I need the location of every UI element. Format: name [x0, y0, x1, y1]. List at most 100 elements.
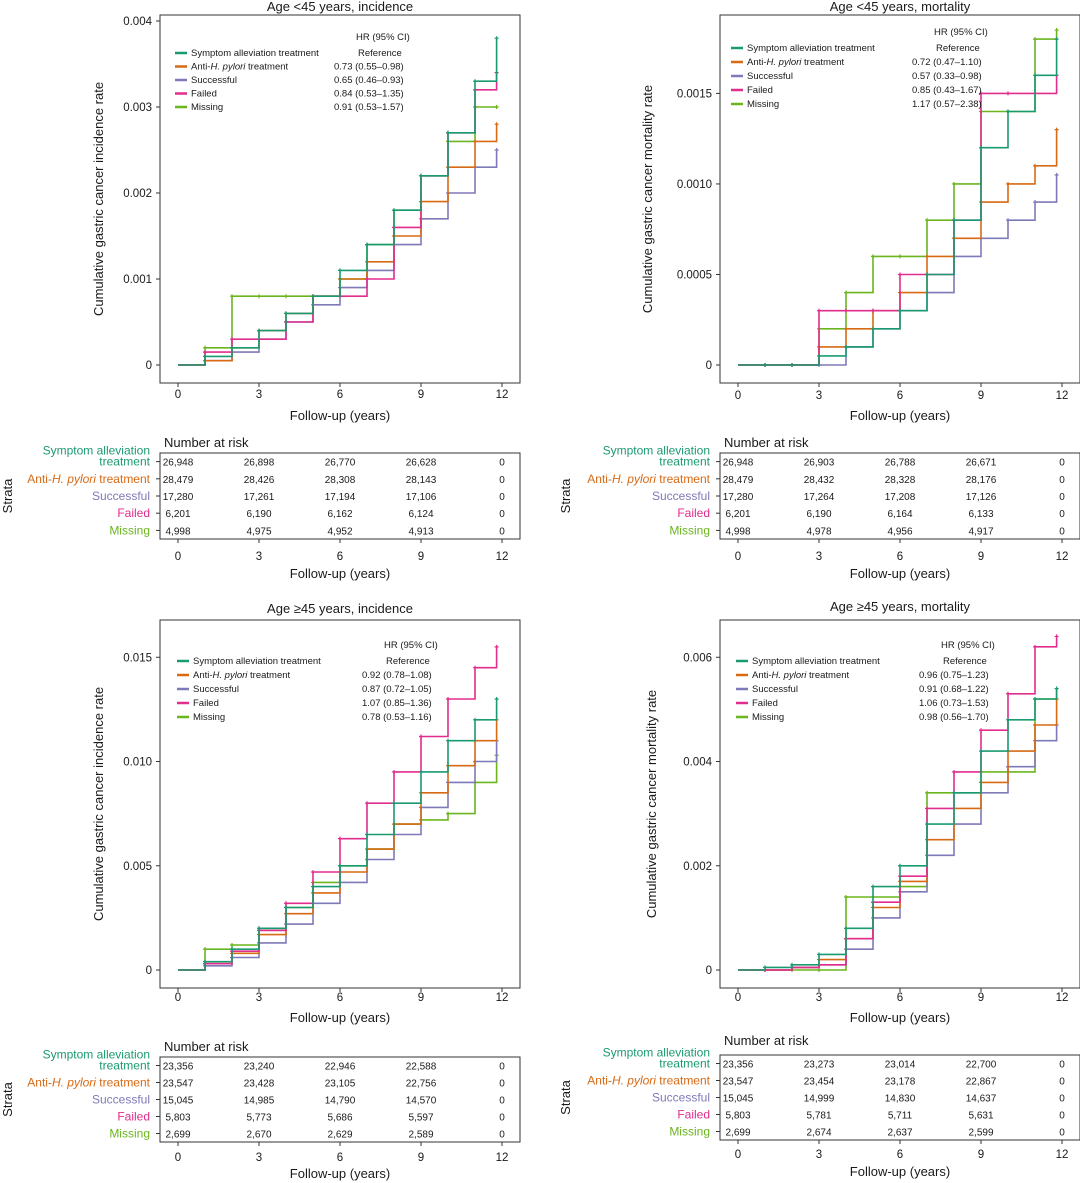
risk-cell: 0: [1059, 458, 1065, 469]
risk-cell: 0: [1059, 1077, 1065, 1088]
censor-mark: [257, 294, 261, 299]
risk-cell: 4,956: [887, 526, 912, 537]
censor-mark: [1006, 109, 1010, 114]
risk-cell: 0: [1059, 1128, 1065, 1139]
y-tick-label: 0.0010: [677, 179, 712, 191]
y-tick-label: 0.002: [683, 861, 712, 873]
risk-x-tick-label: 3: [816, 551, 822, 563]
risk-cell: 14,985: [244, 1096, 275, 1107]
risk-row-label-anti-h-pylori-treatment: Anti-H. pylori treatment: [27, 472, 150, 486]
censor-mark: [203, 959, 207, 964]
risk-cell: 17,280: [723, 492, 754, 503]
series-line-symptom-alleviation-treatment: [178, 38, 498, 366]
risk-cell: 5,597: [408, 1113, 433, 1124]
x-tick-label: 6: [337, 992, 343, 1004]
risk-x-axis-label: Follow-up (years): [290, 566, 390, 581]
chart-panel-3: Age ≥45 years, incidence 0 0.005 0.010 0.015…: [0, 601, 521, 1181]
y-tick-label: 0.004: [123, 16, 152, 28]
y-axis-label: Cumulative gastric cancer incidence rate: [91, 687, 106, 921]
risk-cell: 22,946: [325, 1062, 356, 1073]
risk-cell: 0: [499, 526, 505, 537]
risk-cell: 2,637: [887, 1128, 912, 1139]
risk-cell: 0: [499, 1130, 505, 1141]
risk-strata-label: Strata: [558, 478, 573, 513]
censor-mark: [284, 901, 288, 906]
risk-cell: 4,913: [408, 526, 433, 537]
legend-hr-successful: 0.57 (0.33–0.98): [912, 71, 982, 82]
risk-cell: 4,978: [806, 526, 831, 537]
risk-cell: 0: [499, 1096, 505, 1107]
risk-row-label-anti-h-pylori-treatment: Anti-H. pylori treatment: [587, 472, 710, 486]
censor-mark: [419, 734, 423, 739]
censor-mark: [494, 36, 499, 41]
risk-x-tick-label: 12: [1056, 1149, 1069, 1161]
y-tick-label: 0.001: [123, 274, 152, 286]
y-tick-label: 0.005: [123, 861, 152, 873]
censor-mark: [392, 801, 396, 806]
risk-cell: 15,045: [163, 1096, 194, 1107]
legend-hr-anti-h-pylori-treatment: 0.72 (0.47–1.10): [912, 57, 982, 68]
risk-x-axis-label: Follow-up (years): [850, 566, 950, 581]
risk-cell: 22,588: [406, 1062, 437, 1073]
censor-mark: [898, 308, 902, 313]
risk-cell: 5,631: [968, 1111, 993, 1122]
risk-cell: 0: [499, 1062, 505, 1073]
legend-hr-symptom-alleviation-treatment: Reference: [943, 656, 987, 667]
risk-cell: 4,975: [246, 526, 271, 537]
risk-strata-label: Strata: [0, 478, 15, 513]
x-tick-label: 0: [175, 992, 181, 1004]
legend-hr-symptom-alleviation-treatment: Reference: [358, 48, 402, 59]
risk-cell: 0: [499, 1113, 505, 1124]
legend-hr-failed: 0.84 (0.53–1.35): [334, 89, 404, 100]
series-line-successful: [178, 150, 498, 366]
risk-cell: 17,126: [966, 492, 997, 503]
risk-cell: 23,454: [804, 1077, 835, 1088]
risk-row-label-anti-h-pylori-treatment: Anti-H. pylori treatment: [587, 1074, 710, 1088]
legend-label-failed: Failed: [752, 698, 778, 709]
censor-mark: [419, 769, 423, 774]
censor-mark: [365, 801, 369, 806]
censor-mark: [311, 884, 315, 889]
censor-mark: [1006, 717, 1010, 722]
risk-cell: 6,190: [246, 509, 271, 520]
risk-cell: 23,240: [244, 1062, 275, 1073]
censor-mark: [1054, 127, 1059, 132]
risk-cell: 6,124: [408, 509, 433, 520]
risk-x-tick-label: 0: [175, 551, 181, 563]
risk-cell: 22,867: [966, 1077, 997, 1088]
x-tick-label: 12: [1056, 390, 1069, 402]
risk-cell: 2,670: [246, 1130, 271, 1141]
censor-mark: [871, 326, 875, 331]
risk-row-label-failed: Failed: [677, 506, 710, 520]
risk-cell: 2,674: [806, 1128, 831, 1139]
legend-hr-failed: 0.85 (0.43–1.67): [912, 85, 982, 96]
risk-cell: 6,201: [725, 509, 750, 520]
censor-mark: [952, 181, 956, 186]
censor-mark: [925, 254, 929, 259]
censor-mark: [844, 344, 848, 349]
censor-mark: [871, 254, 875, 259]
x-axis-label: Follow-up (years): [850, 408, 950, 423]
censor-mark: [230, 294, 234, 299]
risk-row-label-line2: treatment: [659, 1057, 710, 1071]
y-tick-label: 0.003: [123, 102, 152, 114]
risk-cell: 0: [1059, 1060, 1065, 1071]
risk-cell: 23,428: [244, 1079, 275, 1090]
legend-label-symptom-alleviation-treatment: Symptom alleviation treatment: [747, 43, 875, 54]
y-axis-label: Cumulative gastric cancer incidence rate: [91, 82, 106, 316]
legend-label-failed: Failed: [191, 89, 217, 100]
censor-mark: [925, 806, 929, 811]
censor-mark: [494, 644, 499, 649]
risk-strata-label: Strata: [0, 1081, 15, 1116]
series-line-symptom-alleviation-treatment: [738, 688, 1058, 971]
risk-cell: 4,998: [725, 526, 750, 537]
risk-x-tick-label: 12: [496, 551, 509, 563]
risk-cell: 23,273: [804, 1060, 835, 1071]
x-tick-label: 3: [256, 992, 262, 1004]
censor-mark: [338, 268, 342, 273]
censor-mark: [790, 962, 794, 967]
risk-row-label-line2: treatment: [99, 455, 150, 469]
risk-cell: 23,356: [163, 1062, 194, 1073]
risk-x-tick-label: 6: [337, 1152, 343, 1164]
risk-x-tick-label: 0: [735, 551, 741, 563]
